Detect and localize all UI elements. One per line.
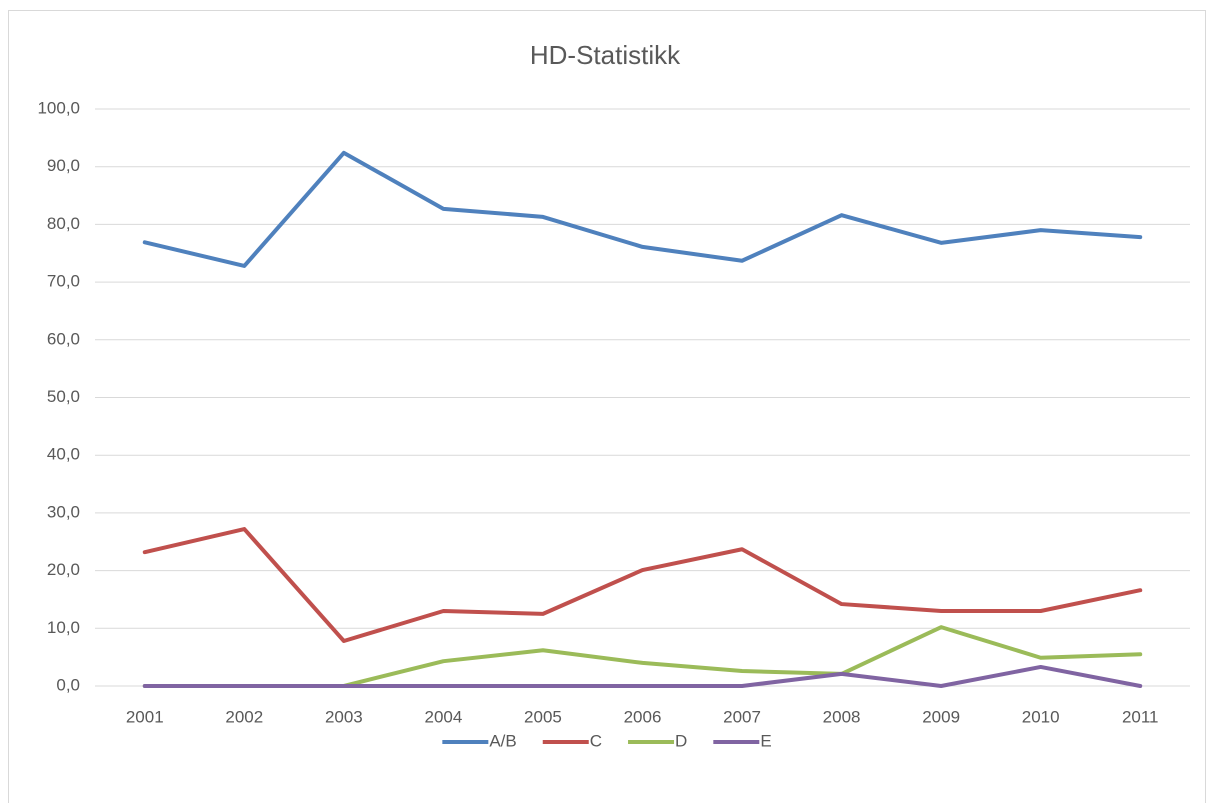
legend-label: E [760,731,771,750]
series-line [142,664,1143,688]
y-tick-label: 30,0 [47,502,80,521]
y-tick-label: 70,0 [47,272,80,291]
x-tick-label: 2003 [325,707,363,726]
x-tick-label: 2008 [823,707,861,726]
x-tick-label: 2005 [524,707,562,726]
x-tick-label: 2002 [225,707,263,726]
legend-label: A/B [489,731,516,750]
y-tick-label: 80,0 [47,214,80,233]
x-tick-label: 2011 [1122,707,1159,726]
y-tick-label: 10,0 [47,618,80,637]
series-line [142,527,1143,643]
x-tick-label: 2009 [922,707,960,726]
y-tick-label: 90,0 [47,156,80,175]
y-tick-label: 40,0 [47,445,80,464]
x-tick-label: 2006 [624,707,662,726]
x-tick-label: 2007 [723,707,761,726]
y-tick-label: 100,0 [37,98,80,117]
x-tick-label: 2010 [1022,707,1060,726]
series-line [142,150,1143,268]
chart-border [8,10,1206,803]
y-tick-label: 50,0 [47,387,80,406]
legend-label: C [590,731,602,750]
legend-label: D [675,731,687,750]
x-tick-label: 2001 [126,707,164,726]
y-tick-label: 20,0 [47,560,80,579]
chart-title: HD-Statistikk [530,40,681,70]
y-tick-label: 0,0 [56,675,80,694]
y-tick-label: 60,0 [47,329,80,348]
x-tick-label: 2004 [424,707,462,726]
